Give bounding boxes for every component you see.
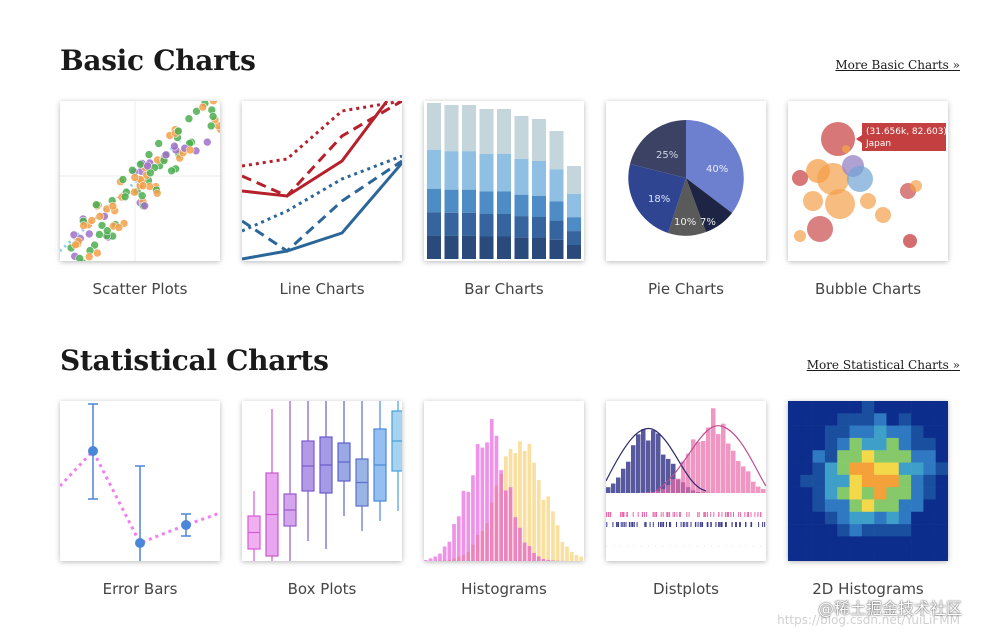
card-label-scatter-plots: Scatter Plots xyxy=(92,280,188,298)
thumbnail-bar-charts[interactable] xyxy=(424,101,584,261)
card-label-bar-charts: Bar Charts xyxy=(464,280,544,298)
pie-slice-label: 7% xyxy=(700,217,716,228)
thumbnail-error-bars[interactable] xyxy=(60,401,220,561)
basic-charts-section: Basic Charts More Basic Charts » Scatter… xyxy=(0,44,982,344)
watermark-text: @稀土掘金技术社区 xyxy=(817,599,962,618)
bubble-tooltip xyxy=(856,123,946,151)
card-bar-charts[interactable]: Bar Charts xyxy=(424,101,584,298)
card-label-box-plots: Box Plots xyxy=(287,580,357,598)
thumbnail-2d-histograms[interactable] xyxy=(788,401,948,561)
more-statistical-charts-link[interactable]: More Statistical Charts » xyxy=(806,358,960,372)
card-2d-histograms[interactable]: 2D Histograms xyxy=(788,401,948,598)
card-scatter-plots[interactable]: Scatter Plots xyxy=(60,101,220,298)
thumbnail-line-charts[interactable] xyxy=(242,101,402,261)
pie-slice-label: 18% xyxy=(648,194,670,205)
card-distplots[interactable]: Distplots xyxy=(606,401,766,598)
card-histograms[interactable]: Histograms xyxy=(424,401,584,598)
pie-slice-label: 10% xyxy=(674,217,696,228)
section-title-statistical: Statistical Charts xyxy=(60,344,329,377)
pie-slice-label: 40% xyxy=(706,164,728,175)
card-line-charts[interactable]: Line Charts xyxy=(242,101,402,298)
thumbnail-bubble-charts[interactable]: (31.656k, 82.603) Japan xyxy=(788,101,948,261)
thumbnail-box-plots[interactable] xyxy=(242,401,402,561)
card-pie-charts[interactable]: 25% 40% 18% 10% 7% Pie Charts xyxy=(606,101,766,298)
card-label-bubble-charts: Bubble Charts xyxy=(814,280,922,298)
card-label-2d-histograms: 2D Histograms xyxy=(812,580,924,598)
card-error-bars[interactable]: Error Bars xyxy=(60,401,220,598)
thumbnail-histograms[interactable] xyxy=(424,401,584,561)
card-bubble-charts[interactable]: (31.656k, 82.603) Japan Bubble Charts xyxy=(788,101,948,298)
watermark-url: https://blog.csdn.net/YuiLiFMM xyxy=(777,613,960,627)
bubble-tooltip-coords: (31.656k, 82.603) xyxy=(866,127,947,137)
card-box-plots[interactable]: Box Plots xyxy=(242,401,402,598)
card-label-pie-charts: Pie Charts xyxy=(648,280,724,298)
card-label-error-bars: Error Bars xyxy=(102,580,178,598)
thumbnail-pie-charts[interactable]: 25% 40% 18% 10% 7% xyxy=(606,101,766,261)
statistical-charts-section: Statistical Charts More Statistical Char… xyxy=(0,344,982,637)
card-label-distplots: Distplots xyxy=(653,580,719,598)
more-basic-charts-link[interactable]: More Basic Charts » xyxy=(835,58,960,72)
section-title-basic: Basic Charts xyxy=(60,44,256,77)
card-label-line-charts: Line Charts xyxy=(279,280,365,298)
thumbnail-distplots[interactable] xyxy=(606,401,766,561)
pie-slice-label: 25% xyxy=(656,150,678,161)
card-label-histograms: Histograms xyxy=(461,580,547,598)
bubble-tooltip-country: Japan xyxy=(865,139,891,149)
thumbnail-scatter-plots[interactable] xyxy=(60,101,220,261)
